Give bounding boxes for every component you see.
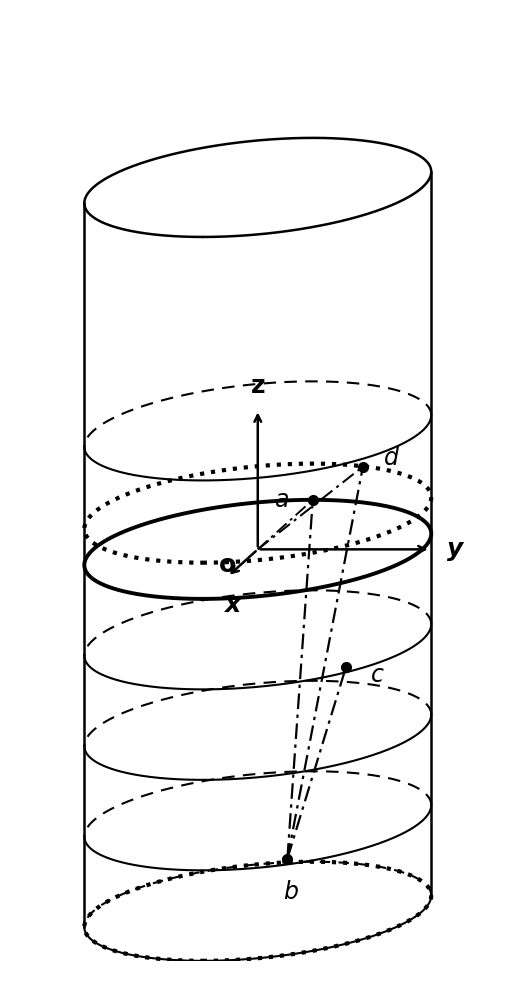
Text: o: o [219,553,236,577]
Text: z: z [251,374,265,398]
Text: a: a [273,488,288,512]
Text: b: b [283,880,298,904]
Text: y: y [447,537,463,561]
Text: d: d [384,446,400,470]
Text: x: x [225,593,240,617]
Text: c: c [371,663,384,687]
